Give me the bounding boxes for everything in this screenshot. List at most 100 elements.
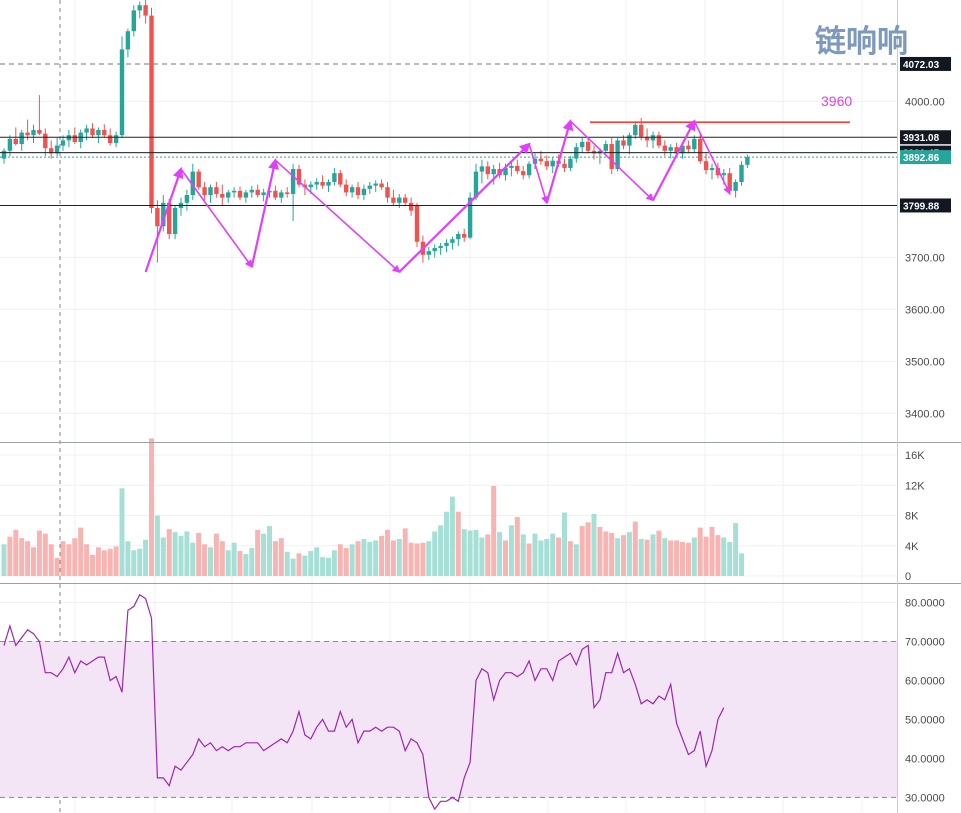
- volume-bar-53: [314, 547, 320, 576]
- candle-body-42: [249, 189, 254, 193]
- candle-body-101: [597, 150, 603, 154]
- price-tick-0: 3400.00: [905, 408, 945, 420]
- candle-body-63: [373, 183, 378, 186]
- volume-bar-34: [202, 544, 208, 576]
- volume-bar-117: [691, 537, 697, 576]
- candle-body-109: [644, 136, 650, 141]
- candle-body-23: [137, 5, 142, 11]
- candle-body-105: [621, 140, 626, 146]
- volume-bar-39: [231, 542, 237, 576]
- candle-body-49: [290, 169, 296, 194]
- candle-body-86: [509, 165, 514, 168]
- volume-bar-20: [119, 488, 125, 576]
- candle-body-50: [296, 169, 302, 185]
- trend-arrow-2: [250, 158, 279, 267]
- volume-bar-103: [609, 532, 615, 576]
- candle-body-79: [467, 197, 473, 238]
- price-tick-2: 3600.00: [905, 304, 945, 316]
- candle-body-53: [314, 182, 319, 185]
- price-tick-4: 4000.00: [905, 96, 945, 108]
- volume-bar-104: [615, 538, 621, 576]
- candle-body-33: [196, 171, 201, 188]
- volume-bar-68: [402, 528, 408, 576]
- candle-body-80: [473, 171, 479, 198]
- candle-body-24: [143, 5, 148, 16]
- candle-body-77: [456, 234, 461, 240]
- volume-bar-107: [632, 521, 638, 576]
- volume-bar-10: [60, 541, 66, 576]
- candle-body-64: [379, 183, 384, 188]
- volume-bar-18: [107, 548, 113, 576]
- candle-body-39: [231, 190, 237, 193]
- volume-bar-118: [697, 527, 703, 576]
- trend-arrow-6: [545, 119, 574, 204]
- volume-bar-90: [532, 533, 538, 576]
- candle-body-37: [220, 193, 225, 198]
- candle-body-92: [544, 161, 549, 167]
- volume-bar-79: [467, 530, 473, 576]
- volume-bar-85: [503, 540, 508, 576]
- volume-bar-25: [149, 438, 154, 576]
- volume-bar-57: [337, 544, 343, 576]
- trend-arrows: [144, 119, 731, 274]
- candle-body-102: [603, 144, 608, 151]
- volume-bar-3: [19, 538, 25, 576]
- candle-body-120: [709, 167, 715, 171]
- volume-bar-14: [84, 544, 90, 576]
- candle-body-4: [25, 132, 30, 136]
- volume-bar-78: [461, 529, 467, 576]
- volume-bar-40: [237, 551, 243, 576]
- candle-body-20: [119, 49, 125, 136]
- candle-body-81: [479, 166, 485, 172]
- rsi-tick-0: 30.0000: [905, 792, 945, 804]
- candle-body-14: [84, 128, 89, 133]
- candle-body-60: [355, 187, 361, 195]
- candle-body-5: [31, 130, 36, 136]
- annotation-3960: 3960: [821, 93, 852, 109]
- rsi-band: [0, 640, 897, 798]
- volume-bar-61: [361, 538, 367, 576]
- candle-body-106: [627, 135, 632, 146]
- trend-arrow-8: [652, 119, 696, 201]
- candle-body-74: [438, 245, 443, 249]
- trend-arrow-4: [398, 142, 531, 273]
- candle-body-18: [108, 135, 113, 143]
- volume-bar-96: [567, 541, 573, 576]
- candle-body-112: [662, 145, 667, 151]
- volume-bar-47: [278, 538, 284, 576]
- candle-body-76: [450, 239, 455, 243]
- candle-body-25: [149, 15, 154, 208]
- volume-bar-93: [550, 533, 556, 576]
- volume-bar-75: [444, 511, 449, 576]
- volume-bar-0: [1, 544, 7, 576]
- volume-bar-45: [267, 526, 272, 576]
- volume-tick-3: 12K: [905, 480, 925, 492]
- volume-bar-111: [656, 530, 662, 576]
- price-tag-bg-0: [900, 56, 951, 71]
- candle-body-114: [674, 147, 679, 154]
- price-tag-bg-4: [900, 198, 951, 213]
- candle-body-93: [550, 160, 555, 167]
- price-tag-4: 3799.88: [903, 201, 940, 212]
- candle-body-12: [72, 135, 77, 142]
- volume-bar-33: [196, 532, 202, 576]
- volume-bar-82: [485, 534, 491, 576]
- candle-body-82: [485, 166, 490, 175]
- volume-bar-7: [42, 533, 48, 576]
- volume-bar-123: [727, 541, 733, 576]
- trend-arrow-5: [528, 143, 549, 205]
- volume-bar-95: [562, 512, 567, 576]
- candle-body-69: [408, 202, 414, 211]
- candle-body-108: [639, 124, 644, 137]
- volume-bar-11: [66, 544, 72, 576]
- candle-body-26: [155, 208, 160, 227]
- candle-body-59: [349, 187, 355, 193]
- candle-body-22: [131, 10, 136, 32]
- candle-body-72: [426, 251, 431, 255]
- volume-bar-42: [249, 548, 255, 576]
- watermark-logo: 链响响: [815, 24, 908, 60]
- volume-bar-44: [261, 533, 267, 576]
- volume-bar-41: [243, 554, 249, 576]
- volume-bar-88: [520, 534, 526, 576]
- volume-bar-32: [190, 542, 196, 576]
